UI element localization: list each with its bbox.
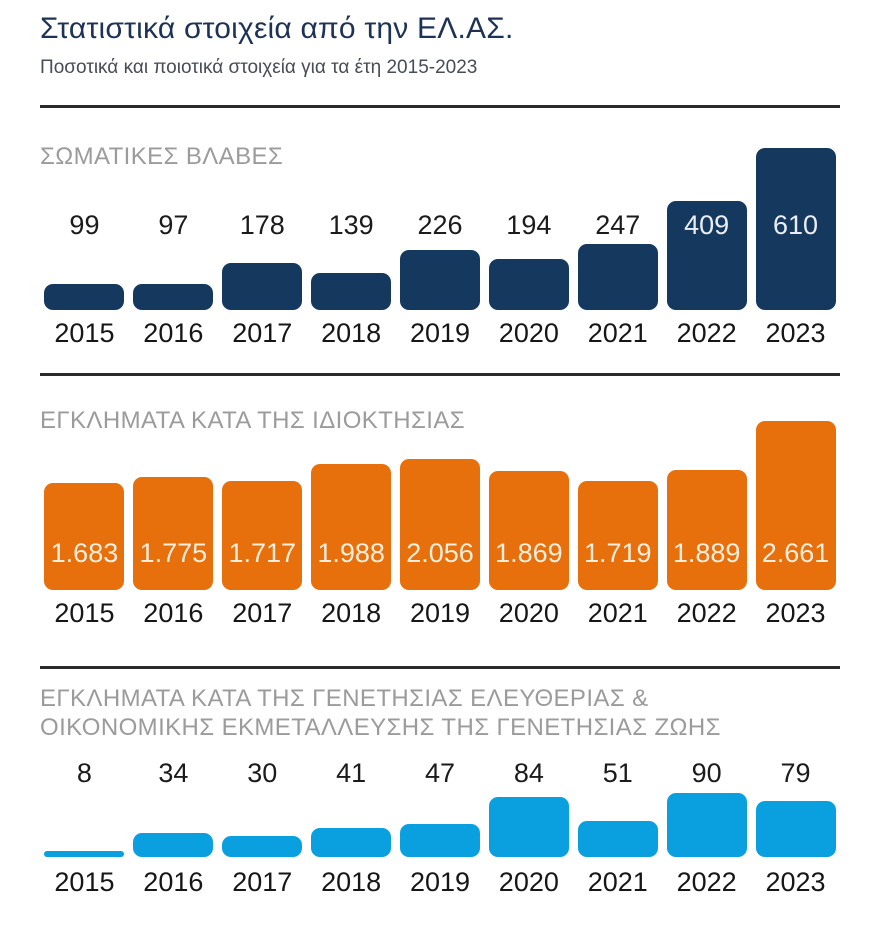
bar-2016 [133,284,214,310]
bar-2017 [222,835,303,857]
divider-middle [40,373,840,376]
bar-2021 [577,480,658,590]
year-label-2018: 2018 [321,318,382,348]
year-label-2019: 2019 [410,318,471,348]
bar-2019 [400,459,480,590]
bar-2020 [488,471,569,590]
value-label-2019: 226 [417,210,463,240]
year-label-2020: 2020 [498,318,559,348]
value-label-2022: 409 [684,210,730,240]
year-label-2023: 2023 [765,598,826,628]
year-label-2023: 2023 [765,867,826,897]
value-label-2016: 97 [158,210,189,240]
value-label-2018: 139 [328,210,374,240]
bar-2017 [222,481,303,590]
bar-2015 [44,851,125,857]
year-label-2021: 2021 [587,598,648,628]
year-label-2017: 2017 [232,318,293,348]
bar-2021 [577,820,658,857]
year-label-2018: 2018 [321,598,382,628]
value-label-2021: 1.719 [583,538,652,568]
bar-2022 [666,470,747,590]
year-label-2019: 2019 [410,598,471,628]
value-label-2016: 1.775 [139,538,208,568]
year-label-2017: 2017 [232,867,293,897]
year-label-2016: 2016 [143,867,204,897]
year-label-2015: 2015 [54,318,115,348]
value-label-2015: 1.683 [50,538,119,568]
value-label-2019: 2.056 [406,538,474,568]
bar-2017 [222,262,303,310]
bar-2022 [666,793,747,857]
value-label-2021: 247 [595,210,641,240]
year-label-2021: 2021 [587,318,648,348]
value-label-2021: 51 [602,758,633,788]
value-label-2020: 1.869 [495,538,563,568]
section-title-property-crimes: ΕΓΚΛΗΜΑΤΑ ΚΑΤΑ ΤΗΣ ΙΔΙΟΚΤΗΣΙΑΣ [40,407,465,434]
section-title-sexual-freedom-crimes: ΕΓΚΛΗΜΑΤΑ ΚΑΤΑ ΤΗΣ ΓΕΝΕΤΗΣΙΑΣ ΕΛΕΥΘΕΡΙΑΣ… [40,685,721,741]
value-label-2023: 610 [773,210,819,240]
value-label-2020: 194 [506,210,552,240]
bar-2016 [133,832,214,857]
value-label-2018: 41 [336,758,367,788]
year-label-2022: 2022 [676,598,737,628]
bar-2019 [400,250,480,310]
year-label-2020: 2020 [498,598,559,628]
bar-chart-property-crimes: 1.683 2015 1.775 2016 1.717 2017 1.988 2018 2.05… [40,421,840,636]
bar-2021 [577,244,658,310]
year-label-2020: 2020 [498,867,559,897]
value-label-2016: 34 [158,758,189,788]
value-label-2017: 178 [239,210,285,240]
bar-2016 [133,477,214,590]
value-label-2017: 30 [247,758,278,788]
value-label-2015: 8 [76,758,92,788]
bar-2015 [44,483,125,590]
year-label-2016: 2016 [143,598,204,628]
bar-chart-sexual-freedom-crimes: 8 2015 34 2016 30 2017 41 2018 47 2019 84 2020 51 202… [40,750,840,905]
divider-bottom [40,666,840,669]
bar-2022 [666,201,747,310]
year-label-2021: 2021 [587,867,648,897]
year-label-2016: 2016 [143,318,204,348]
value-label-2023: 79 [780,758,811,788]
bar-2019 [400,823,480,857]
value-label-2015: 99 [69,210,100,240]
value-label-2023: 2.661 [761,538,830,568]
year-label-2023: 2023 [765,318,826,348]
section-title-bodily-injuries: ΣΩΜΑΤΙΚΕΣ ΒΛΑΒΕΣ [40,143,284,170]
bar-2023 [755,421,836,590]
page-title: Στατιστικά στοιχεία από την ΕΛ.ΑΣ. [40,12,514,45]
year-label-2022: 2022 [676,867,737,897]
bar-2018 [311,463,392,590]
page-subtitle: Ποσοτικά και ποιοτικά στοιχεία για τα έτ… [40,57,478,78]
year-label-2018: 2018 [321,867,382,897]
bar-2023 [755,800,836,857]
value-label-2018: 1.988 [317,538,385,568]
bar-2020 [488,258,569,310]
divider-top [40,105,840,108]
year-label-2022: 2022 [676,318,737,348]
value-label-2017: 1.717 [228,538,297,568]
bar-chart-bodily-injuries: 99 2015 97 2016 178 2017 139 2018 226 2019 194 2020… [40,146,840,361]
value-label-2020: 84 [513,758,544,788]
value-label-2022: 90 [691,758,722,788]
bar-2015 [44,283,125,310]
year-label-2015: 2015 [54,598,115,628]
value-label-2022: 1.889 [672,538,741,568]
bar-2023 [755,148,836,310]
value-label-2019: 47 [425,758,456,788]
year-label-2017: 2017 [232,598,293,628]
bar-2018 [311,827,392,857]
bar-2020 [488,797,569,857]
year-label-2019: 2019 [410,867,471,897]
year-label-2015: 2015 [54,867,115,897]
bar-2018 [311,273,392,310]
